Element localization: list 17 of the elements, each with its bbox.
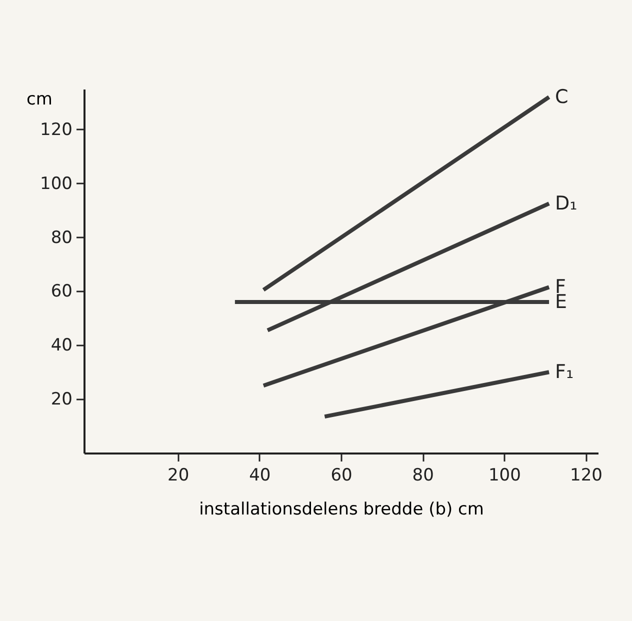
series-label: F₁ <box>555 361 574 384</box>
y-tick-label: 120 <box>40 120 72 140</box>
x-tick-label: 60 <box>330 466 352 486</box>
x-tick-label: 80 <box>412 466 434 486</box>
x-axis-title: installationsdelens bredde (b) cm <box>199 500 484 520</box>
y-axis-title: cm <box>26 90 52 110</box>
y-tick-label: 80 <box>50 228 72 248</box>
y-tick-label: 100 <box>40 174 72 194</box>
x-tick-label: 40 <box>249 466 271 486</box>
y-tick-label: 60 <box>50 282 72 302</box>
y-tick-label: 40 <box>50 336 72 356</box>
series-label: C <box>555 86 568 108</box>
y-tick-label: 20 <box>50 390 72 410</box>
series-label: D₁ <box>555 192 578 215</box>
x-tick-label: 20 <box>168 466 190 486</box>
x-tick-label: 100 <box>488 466 521 486</box>
x-tick-label: 120 <box>570 466 602 486</box>
